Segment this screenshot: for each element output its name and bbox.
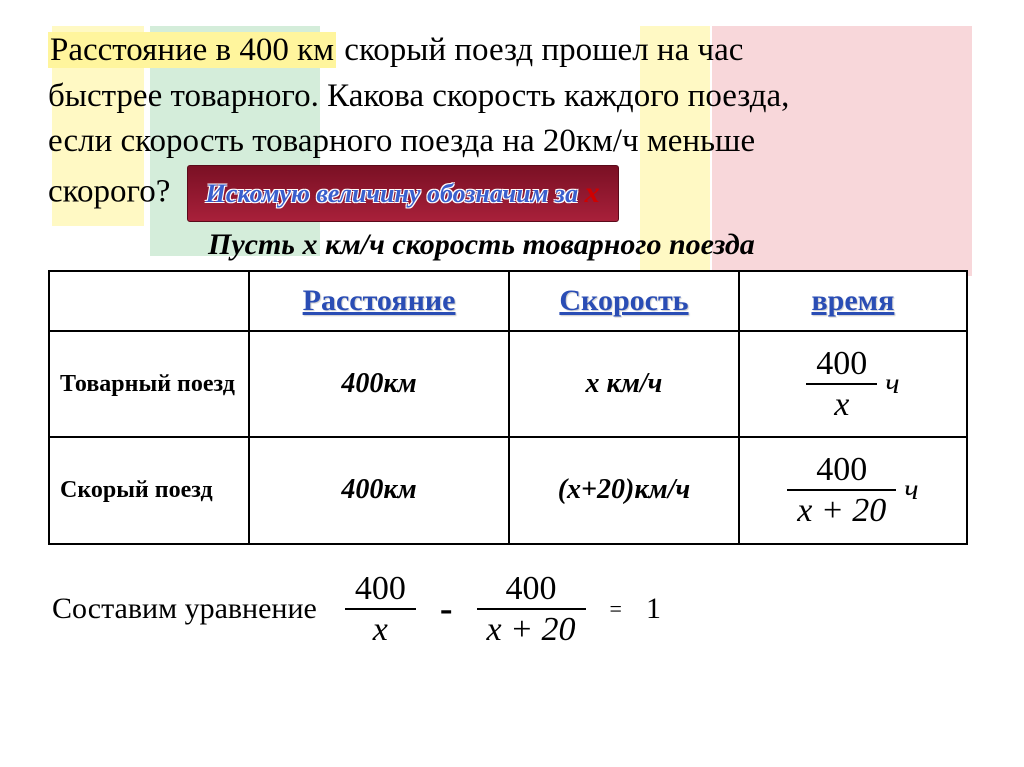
equation-label: Составим уравнение [52,592,317,626]
table-row: Товарный поезд 400км х км/ч 400 х ч [49,331,967,437]
equation-body: 400 х - 400 х + 20 = 1 [345,569,661,649]
problem-highlight: Расстояние в 400 км [48,32,336,68]
let-line: Пусть х км/ч скорость товарного поезда [208,228,976,262]
col-header-distance: Расстояние [249,271,509,331]
data-table: Расстояние Скорость время Товарный поезд… [48,270,968,544]
fraction: 400 х + 20 [477,569,586,649]
cell-speed: (х+20)км/ч [509,437,739,543]
cell-speed: х км/ч [509,331,739,437]
cell-time: 400 х + 20 ч [739,437,967,543]
table-row: Скорый поезд 400км (х+20)км/ч 400 х + 20… [49,437,967,543]
equation: Составим уравнение 400 х - 400 х + 20 = … [48,569,976,649]
note-text: Искомую величину обозначим за [206,179,585,208]
cell-time: 400 х ч [739,331,967,437]
row-label: Скорый поезд [49,437,249,543]
fraction: 400 х [345,569,416,649]
fraction: 400 х [806,344,877,424]
slide-content: Расстояние в 400 км скорый поезд прошел … [0,0,1024,649]
col-header-speed: Скорость [509,271,739,331]
minus-sign: - [440,587,453,631]
cell-distance: 400км [249,437,509,543]
row-label: Товарный поезд [49,331,249,437]
cell-distance: 400км [249,331,509,437]
table-header-row: Расстояние Скорость время [49,271,967,331]
fraction: 400 х + 20 [787,450,896,530]
col-header-blank [49,271,249,331]
col-header-time: время [739,271,967,331]
problem-text: Расстояние в 400 км скорый поезд прошел … [48,28,976,222]
note-x: х [585,176,600,209]
equation-result: 1 [646,592,661,626]
note-bar: Искомую величину обозначим за х [187,165,619,223]
equals-sign: = [610,596,622,622]
